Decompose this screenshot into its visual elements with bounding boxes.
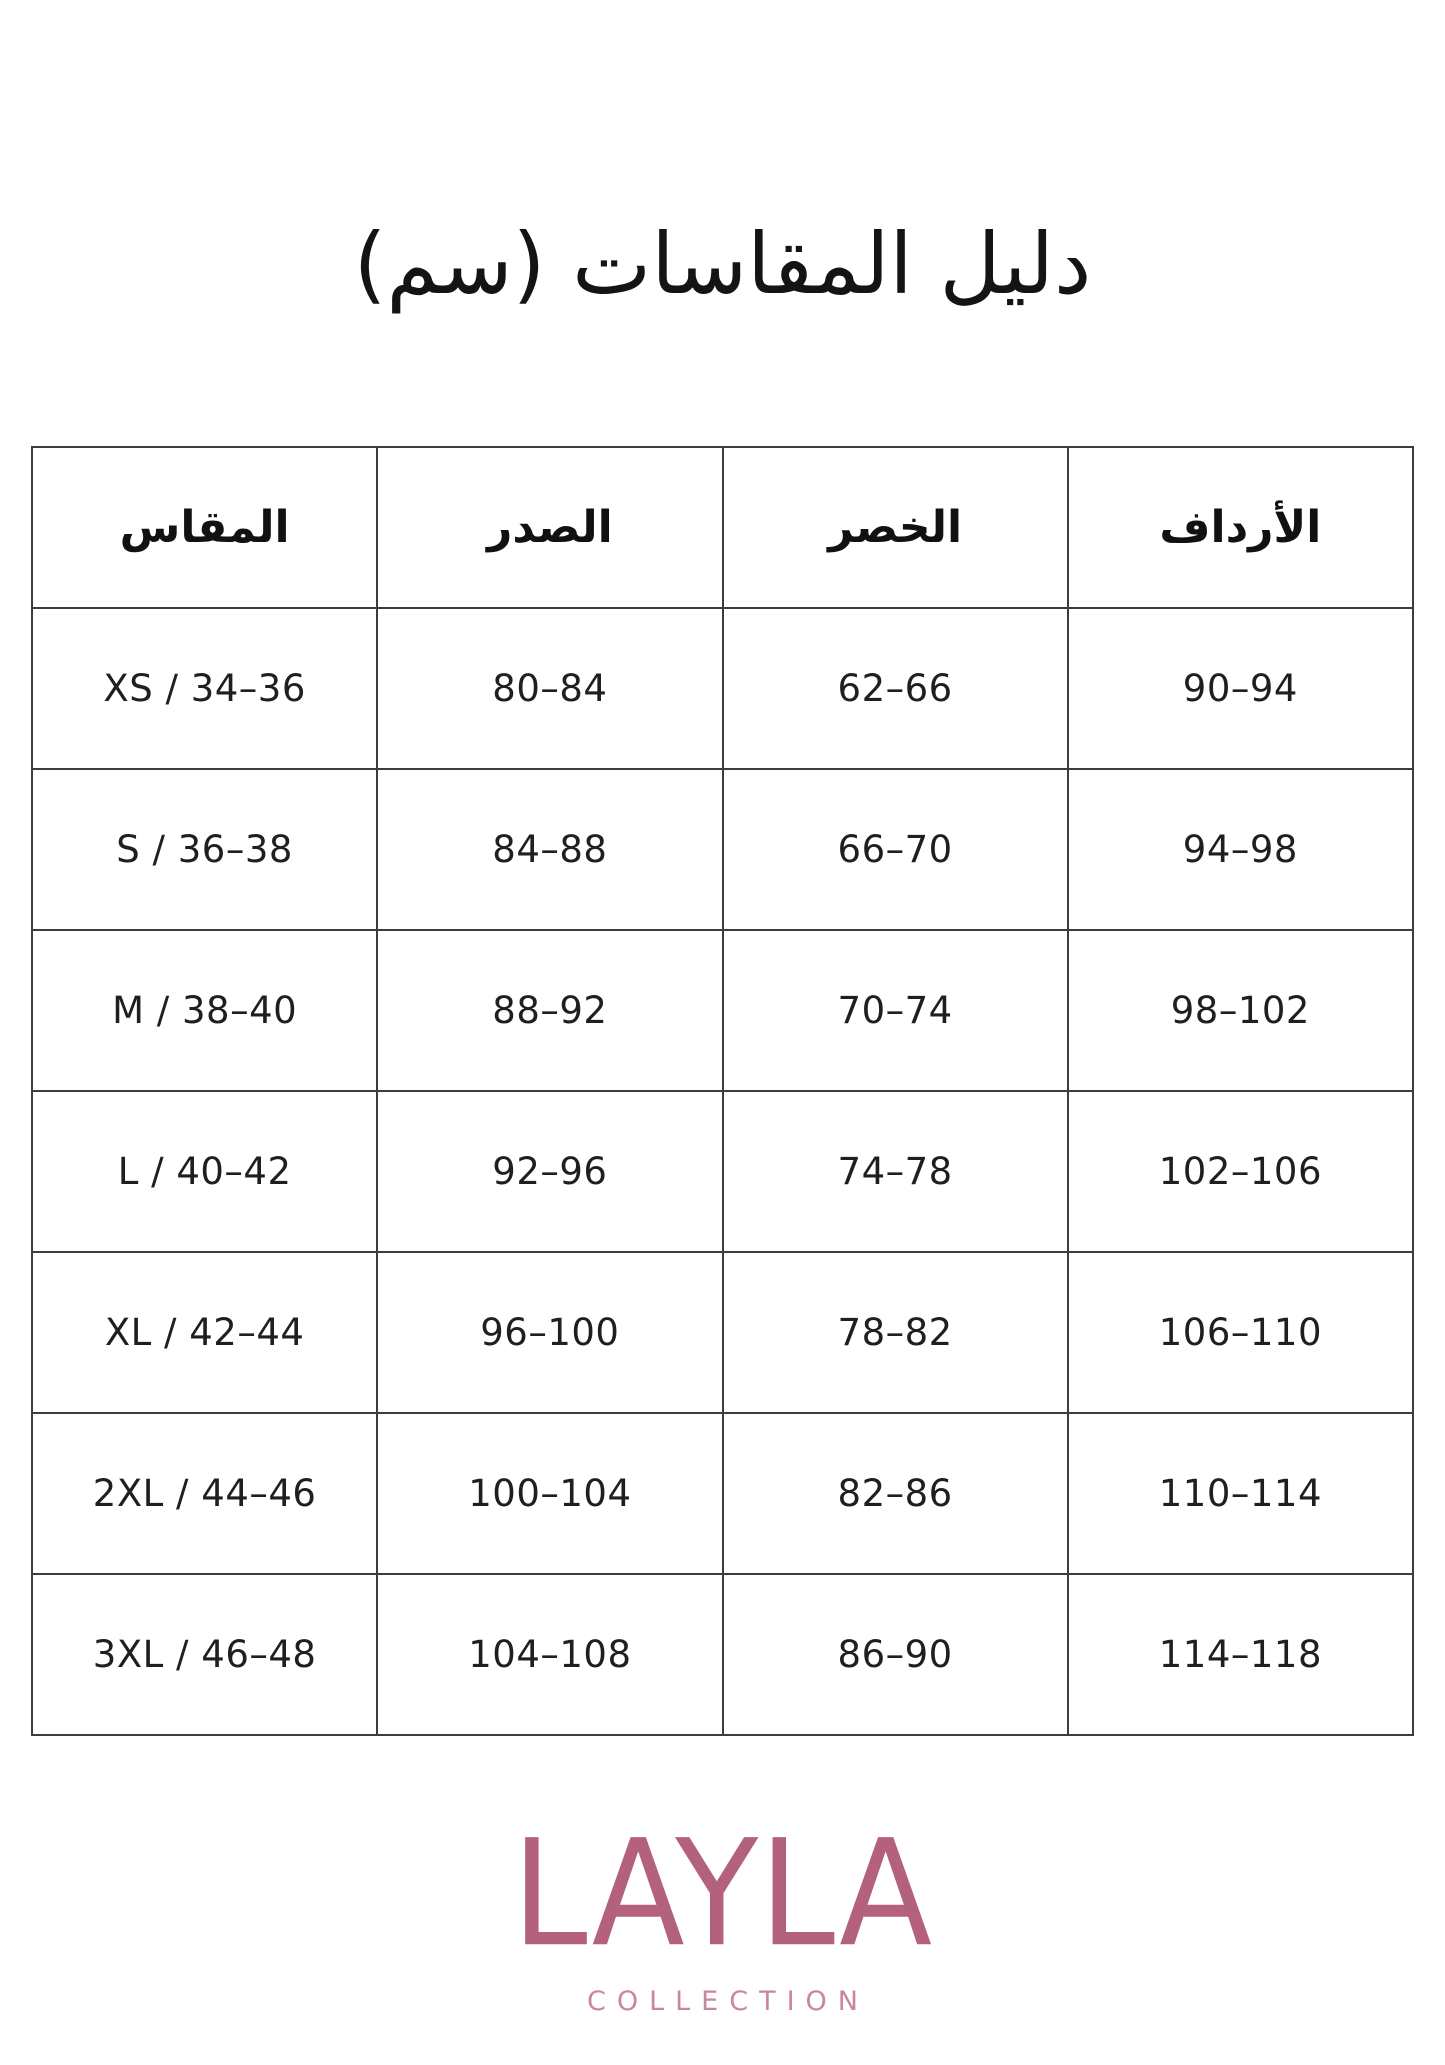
cell-hips: 106–110	[1066, 1251, 1415, 1414]
cell-chest: 80–84	[376, 607, 724, 770]
table-row: 3XL / 46–48 104–108 86–90 114–118	[30, 1573, 1415, 1736]
cell-size: XL / 42–44	[30, 1251, 379, 1414]
cell-chest: 96–100	[376, 1251, 724, 1414]
column-header-waist: الخصر	[721, 446, 1069, 609]
cell-chest: 104–108	[376, 1573, 724, 1736]
table-row: S / 36–38 84–88 66–70 94–98	[30, 768, 1415, 931]
cell-size: S / 36–38	[30, 768, 379, 931]
column-header-hips: الأرداف	[1066, 446, 1415, 609]
table-row: 2XL / 44–46 100–104 82–86 110–114	[30, 1412, 1415, 1575]
size-guide-table: المقاس الصدر الخصر الأرداف XS / 34–36 80…	[30, 446, 1415, 1736]
cell-waist: 82–86	[721, 1412, 1069, 1575]
cell-waist: 70–74	[721, 929, 1069, 1092]
cell-hips: 114–118	[1066, 1573, 1415, 1736]
cell-waist: 74–78	[721, 1090, 1069, 1253]
table-row: L / 40–42 92–96 74–78 102–106	[30, 1090, 1415, 1253]
brand-logo: LAYLA COLLECTION	[0, 1821, 1445, 2017]
cell-chest: 88–92	[376, 929, 724, 1092]
cell-waist: 62–66	[721, 607, 1069, 770]
table-row: XS / 34–36 80–84 62–66 90–94	[30, 607, 1415, 770]
cell-hips: 94–98	[1066, 768, 1415, 931]
cell-waist: 66–70	[721, 768, 1069, 931]
table-row: M / 38–40 88–92 70–74 98–102	[30, 929, 1415, 1092]
cell-hips: 98–102	[1066, 929, 1415, 1092]
table-row: XL / 42–44 96–100 78–82 106–110	[30, 1251, 1415, 1414]
page-title: دليل المقاسات (سم)	[353, 215, 1092, 314]
cell-chest: 92–96	[376, 1090, 724, 1253]
brand-tagline: COLLECTION	[586, 1986, 869, 2017]
cell-waist: 78–82	[721, 1251, 1069, 1414]
table-header-row: المقاس الصدر الخصر الأرداف	[30, 446, 1415, 609]
column-header-size: المقاس	[30, 446, 379, 609]
brand-name: LAYLA	[511, 1809, 934, 1980]
cell-size: 3XL / 46–48	[30, 1573, 379, 1736]
cell-size: L / 40–42	[30, 1090, 379, 1253]
cell-hips: 110–114	[1066, 1412, 1415, 1575]
cell-hips: 90–94	[1066, 607, 1415, 770]
cell-hips: 102–106	[1066, 1090, 1415, 1253]
column-header-chest: الصدر	[376, 446, 724, 609]
cell-size: XS / 34–36	[30, 607, 379, 770]
cell-waist: 86–90	[721, 1573, 1069, 1736]
cell-size: M / 38–40	[30, 929, 379, 1092]
cell-chest: 84–88	[376, 768, 724, 931]
cell-size: 2XL / 44–46	[30, 1412, 379, 1575]
cell-chest: 100–104	[376, 1412, 724, 1575]
